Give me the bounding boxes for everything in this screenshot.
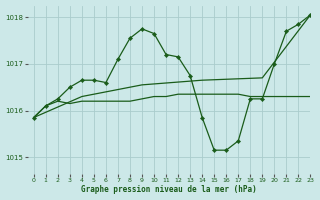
X-axis label: Graphe pression niveau de la mer (hPa): Graphe pression niveau de la mer (hPa) (81, 185, 257, 194)
